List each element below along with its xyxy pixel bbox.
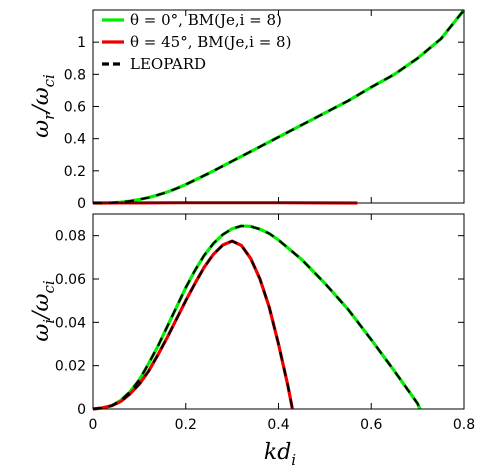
legend: θ = 0°, BM(Je,i = 8) θ = 45°, BM(Je,i = 8…	[102, 11, 291, 73]
top-panel: 0 0.2 0.4 0.6 0.8 1 ωr/ωci θ = 0°, BM(Je,i = …	[29, 8, 466, 212]
series-line-dashed	[93, 9, 465, 205]
top-ylabel: ωr/ωci	[29, 74, 58, 138]
bottom-xlabel: kdi	[264, 440, 296, 469]
x-tick-label: 0.2	[175, 417, 197, 433]
x-tick-label: 0	[89, 417, 98, 433]
legend-label: θ = 45°, BM(Je,i = 8)	[130, 33, 291, 51]
y-tick-label: 0.02	[55, 359, 86, 375]
y-tick-label: 0.04	[55, 315, 86, 331]
series-line-dashed	[92, 224, 421, 411]
y-tick-label: 0.8	[64, 67, 86, 83]
y-tick-label: 0.08	[55, 229, 86, 245]
series-line-dashed	[92, 239, 294, 411]
legend-label: LEOPARD	[130, 55, 206, 73]
bottom-ylabel: ωi/ωci	[29, 280, 58, 342]
y-tick-label: 0.2	[64, 164, 86, 180]
y-tick-label: 0.6	[64, 100, 86, 116]
bottom-ticks: 0 0.2 0.4 0.6 0.8 0 0.02 0.04 0.06 0.08	[55, 214, 475, 433]
bottom-plot-area	[92, 224, 422, 411]
y-tick-label: 0	[77, 196, 86, 212]
x-tick-label: 0.4	[267, 417, 289, 433]
y-tick-label: 1	[77, 35, 86, 51]
y-tick-label: 0.4	[64, 132, 86, 148]
bottom-panel: 0 0.2 0.4 0.6 0.8 0 0.02 0.04 0.06 0.08 ωi/ωci kd…	[29, 213, 475, 469]
y-tick-label: 0.06	[55, 272, 86, 288]
x-tick-label: 0.6	[360, 417, 382, 433]
top-ticks: 0 0.2 0.4 0.6 0.8 1	[64, 10, 465, 212]
x-tick-label: 0.8	[453, 417, 475, 433]
legend-label: θ = 0°, BM(Je,i = 8)	[130, 11, 282, 29]
y-tick-label: 0	[77, 402, 86, 418]
